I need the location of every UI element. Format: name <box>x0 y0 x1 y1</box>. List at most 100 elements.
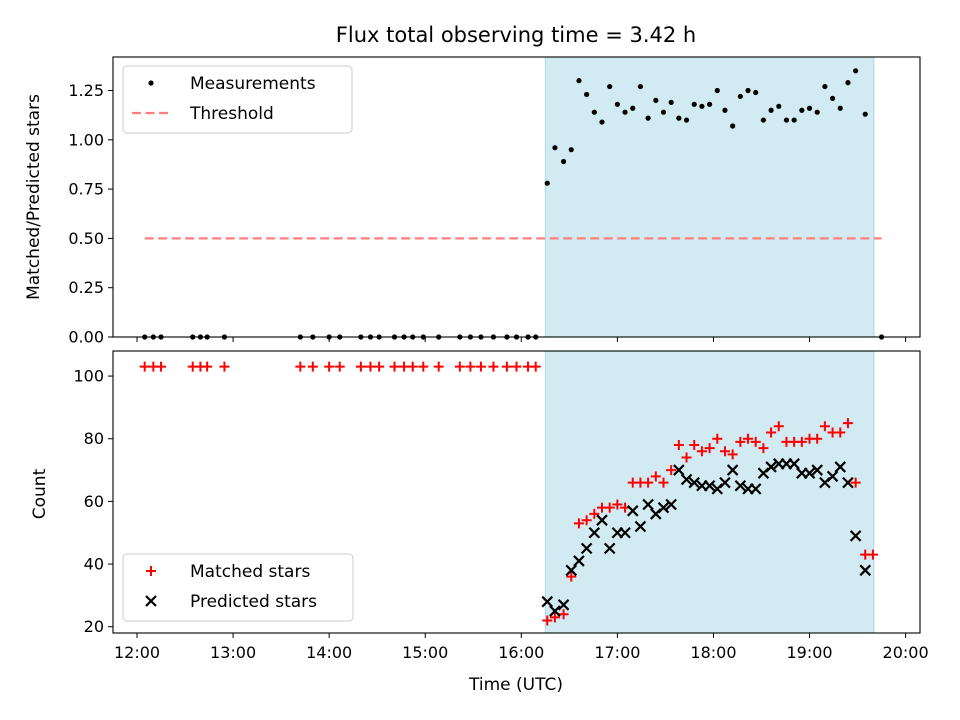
axes-frame <box>112 56 921 338</box>
predicted-stars-point <box>826 470 839 483</box>
measurement-point <box>660 109 667 115</box>
matched-stars-point <box>689 440 700 450</box>
predicted-stars-point <box>565 564 578 577</box>
matched-stars-point <box>334 361 345 372</box>
legend-label: Measurements <box>190 74 316 94</box>
measurement-point <box>637 83 644 90</box>
matched-stars-point <box>355 361 366 372</box>
measurement-point <box>599 119 605 125</box>
top-y-axis-label: Matched/Predicted stars <box>24 94 44 300</box>
predicted-stars-point <box>803 467 816 479</box>
measurement-point <box>853 68 859 74</box>
matched-stars-point <box>581 515 592 526</box>
predicted-stars-point <box>734 479 747 492</box>
predicted-stars-point <box>642 498 654 511</box>
measurement-point <box>707 101 713 107</box>
legend-measurements-marker <box>148 80 154 86</box>
matched-stars-point <box>156 361 167 372</box>
matched-stars-point <box>842 418 853 429</box>
matched-stars-point <box>766 427 777 438</box>
matched-stars-point <box>719 446 730 457</box>
predicted-stars-point <box>603 542 616 555</box>
matched-stars-point <box>750 436 761 447</box>
count-panel: 20 40 60 80 100 12:00 13:00 14:00 15:00 16:00 17:0… <box>73 350 929 662</box>
matched-stars-point <box>796 436 807 447</box>
matched-stars-point <box>573 518 584 529</box>
y-tick-label: 60 <box>84 492 104 511</box>
predicted-stars-point <box>626 505 639 517</box>
observing-window-span <box>544 350 875 634</box>
y-tick-label: 0.75 <box>68 180 104 199</box>
measurement-point <box>653 97 659 103</box>
measurement-point <box>714 87 720 94</box>
matched-stars-point <box>696 446 707 457</box>
x-axis-label: Time (UTC) <box>468 675 563 695</box>
measurement-point <box>560 158 567 165</box>
matched-stars-point <box>374 361 385 372</box>
matched-stars-point <box>758 443 769 454</box>
measurement-point <box>676 115 682 121</box>
matched-stars-point <box>219 361 230 372</box>
measurement-point <box>722 107 728 113</box>
matched-stars-point <box>819 421 830 432</box>
measurement-point <box>745 87 751 94</box>
x-tick-label: 17:00 <box>594 643 640 662</box>
measurement-point <box>614 101 620 107</box>
y-tick-label: 20 <box>84 617 104 636</box>
predicted-stars-point <box>849 530 862 542</box>
chart-title: Flux total observing time = 3.42 h <box>336 23 696 47</box>
measurement-point <box>829 95 836 102</box>
predicted-stars-point <box>834 461 847 473</box>
predicted-stars-point <box>673 464 685 476</box>
matched-stars-point <box>673 440 684 450</box>
matched-stars-point <box>324 361 335 372</box>
x-tick-label: 14:00 <box>306 643 352 662</box>
measurement-point <box>552 145 558 151</box>
measurement-point <box>576 78 582 84</box>
matched-stars-point <box>589 508 600 519</box>
predicted-stars-point <box>719 476 731 489</box>
legend-label: Predicted stars <box>190 592 317 612</box>
measurement-point <box>753 89 759 96</box>
predicted-stars-point <box>557 599 570 611</box>
legend-matched-marker <box>146 566 156 576</box>
measurement-point <box>737 93 743 100</box>
measurement-point <box>544 180 550 186</box>
predicted-stars-point <box>665 498 677 511</box>
measurement-point <box>862 111 868 117</box>
matched-stars-point <box>743 433 754 444</box>
predicted-stars-point <box>580 542 593 555</box>
matched-stars-point <box>530 361 541 372</box>
legend: Measurements Threshold <box>122 65 353 134</box>
matched-stars-point <box>501 361 512 372</box>
legend-label: Threshold <box>189 104 274 124</box>
measurement-point <box>730 123 736 129</box>
matched-stars-point <box>850 477 861 488</box>
matched-stars-point <box>643 477 654 488</box>
matched-stars-point <box>139 361 150 372</box>
measurement-point <box>691 101 697 107</box>
y-tick-label: 0.25 <box>68 278 104 297</box>
y-tick-label: 80 <box>84 429 104 448</box>
predicted-stars-point <box>634 520 647 533</box>
measurement-point <box>814 109 820 115</box>
y-tick-label: 1.00 <box>68 130 104 149</box>
matched-stars-point <box>867 549 878 560</box>
legend-label: Matched stars <box>190 562 310 582</box>
matched-stars-point <box>727 449 738 460</box>
matched-stars-point <box>658 477 669 488</box>
predicted-stars-point <box>726 464 739 476</box>
measurement-point <box>806 105 813 111</box>
measurement-point <box>776 103 782 109</box>
measurement-point <box>584 91 590 98</box>
matched-stars-point <box>454 361 465 372</box>
bottom-y-axis-label: Count <box>30 468 50 519</box>
measurement-point <box>760 117 767 123</box>
legend-box <box>122 65 353 134</box>
measurement-point <box>699 103 705 109</box>
matched-stars-point <box>712 433 723 444</box>
matched-stars-point <box>835 427 846 438</box>
predicted-stars-point <box>811 464 823 476</box>
observing-window-span <box>544 56 875 338</box>
